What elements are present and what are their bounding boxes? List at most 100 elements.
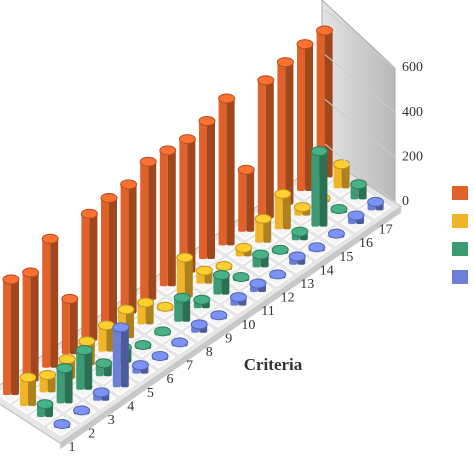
x-tick-label: 11	[261, 304, 274, 319]
bar-top	[134, 340, 152, 350]
bar-top	[296, 39, 314, 50]
bar	[195, 265, 213, 284]
bar-top	[56, 363, 74, 374]
bar-top	[195, 265, 213, 276]
bar-top	[137, 297, 155, 308]
bar-top	[131, 360, 149, 371]
bar-top	[212, 269, 230, 280]
bar-right-face	[50, 238, 59, 368]
bar-right-face	[263, 218, 272, 243]
bar-right-face	[30, 272, 39, 382]
x-tick-label: 7	[186, 359, 193, 374]
bar	[156, 301, 174, 312]
bar	[316, 25, 334, 178]
bar-top	[117, 304, 135, 315]
bar	[92, 387, 110, 401]
bar-top	[2, 274, 20, 285]
bar-left-face	[120, 184, 129, 314]
x-tick-label: 1	[69, 440, 76, 455]
bar	[293, 202, 311, 216]
bar-left-face	[257, 80, 266, 219]
bar	[139, 156, 157, 300]
bar-top	[293, 202, 311, 213]
bar-top	[215, 261, 233, 271]
bar-top	[92, 387, 110, 398]
x-tick-label: 15	[339, 250, 353, 265]
bar	[288, 251, 306, 265]
bar-left-face	[213, 274, 222, 295]
bar	[198, 116, 216, 259]
bar	[210, 310, 228, 321]
bar	[249, 278, 267, 292]
bar	[232, 272, 250, 282]
bar-right-face	[184, 257, 193, 298]
bar-top	[310, 146, 328, 157]
bar-top	[53, 419, 71, 429]
legend-swatch	[452, 186, 468, 200]
bar-left-face	[277, 62, 286, 205]
bar-right-face	[182, 297, 191, 322]
bar	[271, 244, 289, 255]
bar	[56, 363, 74, 404]
bar-top	[308, 242, 326, 253]
bar-left-face	[61, 298, 70, 355]
bar-top	[36, 399, 54, 410]
bar-left-face	[274, 193, 283, 230]
bar-top	[193, 294, 211, 305]
bar-right-face	[64, 368, 73, 404]
bar-right-face	[282, 193, 291, 230]
bar	[41, 233, 59, 368]
bar-left-face	[176, 257, 185, 298]
bar-top	[327, 228, 345, 239]
bar	[252, 249, 270, 268]
bar	[53, 419, 71, 429]
bar-left-face	[297, 44, 305, 191]
bar-top	[276, 57, 294, 68]
bar	[333, 159, 351, 189]
bar	[171, 337, 189, 348]
bar-right-face	[265, 80, 274, 219]
bar-top	[159, 145, 177, 156]
legend-swatch	[452, 270, 468, 284]
bar-left-face	[218, 98, 227, 246]
bar-left-face	[159, 150, 168, 287]
bar	[367, 196, 385, 211]
bar	[22, 267, 40, 382]
bar-left-face	[199, 121, 207, 259]
bar-right-face	[167, 150, 176, 287]
bar-top	[19, 372, 37, 383]
bar-right-face	[145, 302, 154, 325]
bar-right-face	[285, 62, 294, 205]
x-tick-label: 2	[88, 427, 95, 442]
x-axis-title: Criteria	[244, 355, 303, 374]
bar-top	[95, 358, 113, 369]
bar-top	[252, 249, 270, 260]
legend-swatch	[452, 214, 468, 228]
x-tick-label: 9	[225, 331, 232, 346]
bar	[134, 340, 152, 350]
bar	[19, 372, 37, 406]
bar-top	[178, 134, 196, 145]
bar-left-face	[20, 377, 28, 406]
bar-right-face	[226, 98, 235, 246]
bar-left-face	[179, 139, 188, 273]
bar-right-face	[128, 184, 137, 314]
bar-right-face	[106, 325, 115, 352]
bar-left-face	[76, 350, 85, 390]
bar-left-face	[238, 169, 247, 232]
bar-top	[350, 179, 368, 190]
bar	[229, 292, 247, 306]
bar	[73, 405, 91, 416]
bar	[2, 274, 20, 395]
bar-left-face	[255, 218, 264, 243]
bar-top	[218, 93, 236, 104]
bar	[330, 204, 348, 214]
bar	[212, 269, 230, 295]
bar-left-face	[140, 161, 149, 300]
bar-top	[330, 204, 348, 214]
bar	[120, 179, 138, 314]
bar-right-face	[187, 139, 196, 273]
x-tick-label: 6	[167, 372, 174, 387]
bar-top	[154, 326, 172, 337]
bar-right-face	[319, 151, 328, 227]
